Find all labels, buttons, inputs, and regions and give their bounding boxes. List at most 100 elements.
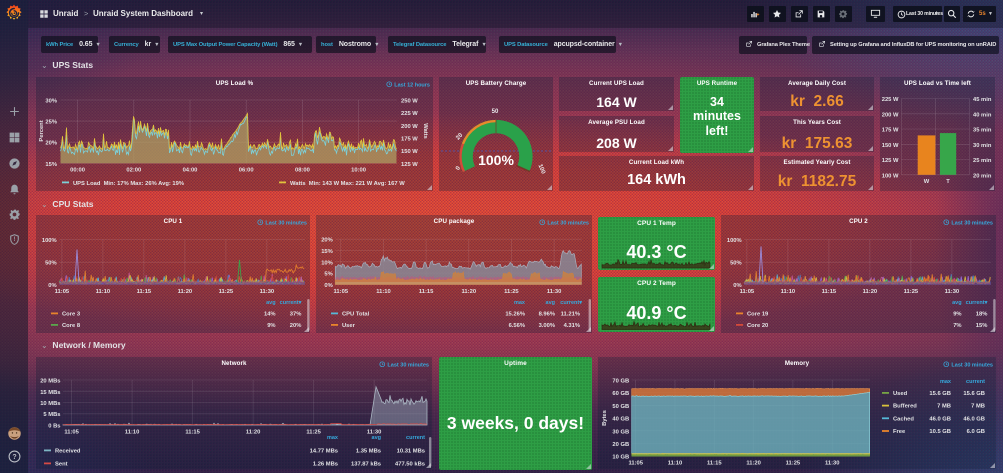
svg-text:Core 19: Core 19: [747, 312, 769, 318]
svg-text:15%: 15%: [45, 162, 57, 168]
svg-text:11:30: 11:30: [260, 289, 275, 295]
svg-text:20 GB: 20 GB: [612, 442, 629, 448]
svg-text:CPU Total: CPU Total: [342, 312, 370, 318]
svg-text:W: W: [924, 179, 930, 185]
svg-text:0%: 0%: [48, 283, 56, 289]
svg-text:150 W: 150 W: [401, 149, 418, 155]
svg-text:0%: 0%: [733, 283, 741, 289]
svg-text:8.96%: 8.96%: [539, 312, 555, 318]
svg-text:0: 0: [455, 165, 462, 171]
svg-text:7%: 7%: [953, 323, 961, 329]
svg-text:225 W: 225 W: [882, 97, 899, 103]
svg-text:30%: 30%: [45, 99, 57, 105]
svg-text:max: max: [327, 435, 339, 441]
svg-text:11:30: 11:30: [825, 461, 840, 467]
svg-text:11:20: 11:20: [462, 289, 477, 295]
svg-text:37%: 37%: [290, 312, 302, 318]
svg-text:50%: 50%: [45, 261, 57, 267]
svg-text:46.0 GB: 46.0 GB: [963, 416, 985, 422]
svg-text:11:20: 11:20: [746, 461, 761, 467]
svg-text:9%: 9%: [267, 323, 275, 329]
svg-text:46.0 GB: 46.0 GB: [929, 416, 951, 422]
svg-text:100%: 100%: [42, 238, 57, 244]
svg-text:current▾: current▾: [280, 300, 303, 306]
svg-text:100%: 100%: [727, 238, 742, 244]
svg-text:40 min: 40 min: [973, 112, 992, 118]
svg-text:Watts Min: 143 W Max: 221 W: Watts Min: 143 W Max: 221 W Avg: 167 W: [290, 181, 405, 187]
svg-text:02:00: 02:00: [126, 168, 141, 174]
svg-text:11:25: 11:25: [219, 289, 234, 295]
svg-text:14.77 MBs: 14.77 MBs: [310, 449, 338, 455]
svg-text:08:00: 08:00: [295, 168, 310, 174]
svg-text:max: max: [514, 300, 526, 306]
svg-text:Bytes: Bytes: [602, 410, 608, 426]
svg-text:45 min: 45 min: [973, 97, 992, 103]
svg-text:50%: 50%: [730, 261, 742, 267]
svg-text:UPS Load Min: 17% Max: 26% Av: UPS Load Min: 17% Max: 26% Avg: 19%: [73, 181, 184, 187]
svg-text:60 GB: 60 GB: [612, 391, 629, 397]
svg-text:11:10: 11:10: [668, 461, 683, 467]
svg-text:20%: 20%: [321, 238, 333, 244]
svg-text:10 MBs: 10 MBs: [40, 401, 60, 407]
svg-text:6.0 GB: 6.0 GB: [967, 429, 985, 435]
svg-text:Buffered: Buffered: [893, 404, 917, 410]
svg-text:125 W: 125 W: [882, 158, 899, 164]
svg-text:50 GB: 50 GB: [612, 404, 629, 410]
svg-text:20 MBs: 20 MBs: [40, 379, 60, 385]
svg-text:Received: Received: [55, 449, 81, 455]
svg-text:11:10: 11:10: [96, 289, 111, 295]
svg-text:avg: avg: [952, 300, 961, 306]
svg-text:11:25: 11:25: [504, 289, 519, 295]
svg-text:7 MB: 7 MB: [971, 404, 985, 410]
svg-text:T: T: [946, 179, 950, 185]
svg-text:35 min: 35 min: [973, 128, 992, 134]
svg-text:10 GB: 10 GB: [612, 455, 629, 461]
svg-text:25 min: 25 min: [973, 158, 992, 164]
svg-text:avg: avg: [372, 435, 381, 441]
svg-text:20%: 20%: [45, 141, 57, 147]
svg-text:225 W: 225 W: [401, 111, 418, 117]
svg-text:10.31 MBs: 10.31 MBs: [397, 449, 425, 455]
svg-text:15.6 GB: 15.6 GB: [963, 391, 985, 397]
svg-text:11:30: 11:30: [367, 430, 382, 436]
svg-text:100 W: 100 W: [882, 173, 899, 179]
svg-text:50: 50: [492, 109, 499, 115]
svg-text:11:15: 11:15: [707, 461, 722, 467]
svg-text:20: 20: [455, 132, 464, 141]
svg-text:11:20: 11:20: [863, 289, 878, 295]
svg-text:11:10: 11:10: [125, 430, 140, 436]
svg-text:5%: 5%: [324, 272, 332, 278]
svg-text:11:15: 11:15: [185, 430, 200, 436]
svg-text:current: current: [966, 379, 985, 385]
svg-text:15%: 15%: [321, 249, 333, 255]
svg-text:3.00%: 3.00%: [539, 323, 555, 329]
svg-text:15 MBs: 15 MBs: [40, 390, 60, 396]
svg-text:25%: 25%: [45, 120, 57, 126]
svg-text:200 W: 200 W: [401, 124, 418, 130]
svg-text:Core 20: Core 20: [747, 323, 768, 329]
svg-text:11:10: 11:10: [781, 289, 796, 295]
svg-text:Percent: Percent: [39, 120, 45, 141]
svg-text:10%: 10%: [321, 260, 333, 266]
svg-text:11:05: 11:05: [740, 289, 755, 295]
svg-text:11:25: 11:25: [306, 430, 321, 436]
svg-text:Cached: Cached: [893, 416, 914, 422]
svg-text:?: ?: [12, 454, 16, 461]
svg-text:!: !: [14, 237, 16, 243]
svg-text:11:15: 11:15: [419, 289, 434, 295]
svg-text:18%: 18%: [976, 312, 988, 318]
svg-text:250 W: 250 W: [401, 99, 418, 105]
svg-text:User: User: [342, 323, 356, 329]
svg-text:11:30: 11:30: [547, 289, 562, 295]
svg-text:11:05: 11:05: [628, 461, 643, 467]
svg-text:11.21%: 11.21%: [561, 312, 580, 318]
svg-text:11:15: 11:15: [137, 289, 152, 295]
svg-text:00:00: 00:00: [70, 168, 85, 174]
svg-text:14%: 14%: [264, 312, 276, 318]
svg-text:150 W: 150 W: [882, 143, 899, 149]
svg-text:175 W: 175 W: [882, 128, 899, 134]
svg-text:avg: avg: [546, 300, 555, 306]
svg-text:11:30: 11:30: [945, 289, 960, 295]
svg-text:477.50 kBs: 477.50 kBs: [395, 462, 425, 468]
svg-text:11:25: 11:25: [786, 461, 801, 467]
